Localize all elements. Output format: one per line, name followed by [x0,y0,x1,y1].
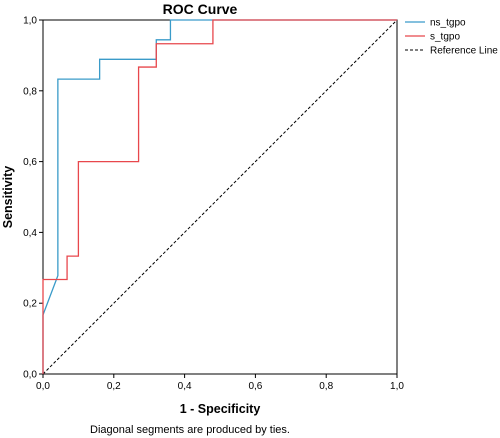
y-tick-label: 0,2 [23,299,37,310]
x-axis-title: 1 - Specificity [180,402,261,416]
legend-label: ns_tgpo [430,18,466,29]
y-tick-label: 0,6 [23,157,37,168]
x-tick-label: 0,4 [178,381,192,392]
legend-label: Reference Line [430,46,498,57]
x-tick-label: 0,6 [248,381,262,392]
x-tick-label: 0,8 [319,381,333,392]
x-tick-label: 1,0 [390,381,404,392]
chart-footnote: Diagonal segments are produced by ties. [90,424,290,436]
legend: ns_tgpo s_tgpo Reference Line [405,18,498,57]
y-axis-title: Sensitivity [1,166,15,229]
chart-title: ROC Curve [163,1,238,17]
series-line-ns-tgpo [42,19,397,374]
y-axis-ticks: 0,0 0,2 0,4 0,6 0,8 1,0 [23,16,43,381]
series-layer [42,19,398,375]
legend-label: s_tgpo [430,32,460,43]
x-tick-label: 0,2 [107,381,121,392]
series-line-s-tgpo [42,19,397,374]
y-tick-label: 0,4 [23,228,37,239]
series-line-reference-line [42,19,398,375]
y-tick-label: 0,0 [23,370,37,381]
x-axis-ticks: 0,0 0,2 0,4 0,6 0,8 1,0 [36,374,404,392]
y-tick-label: 1,0 [23,16,37,27]
x-tick-label: 0,0 [36,381,50,392]
y-tick-label: 0,8 [23,86,37,97]
